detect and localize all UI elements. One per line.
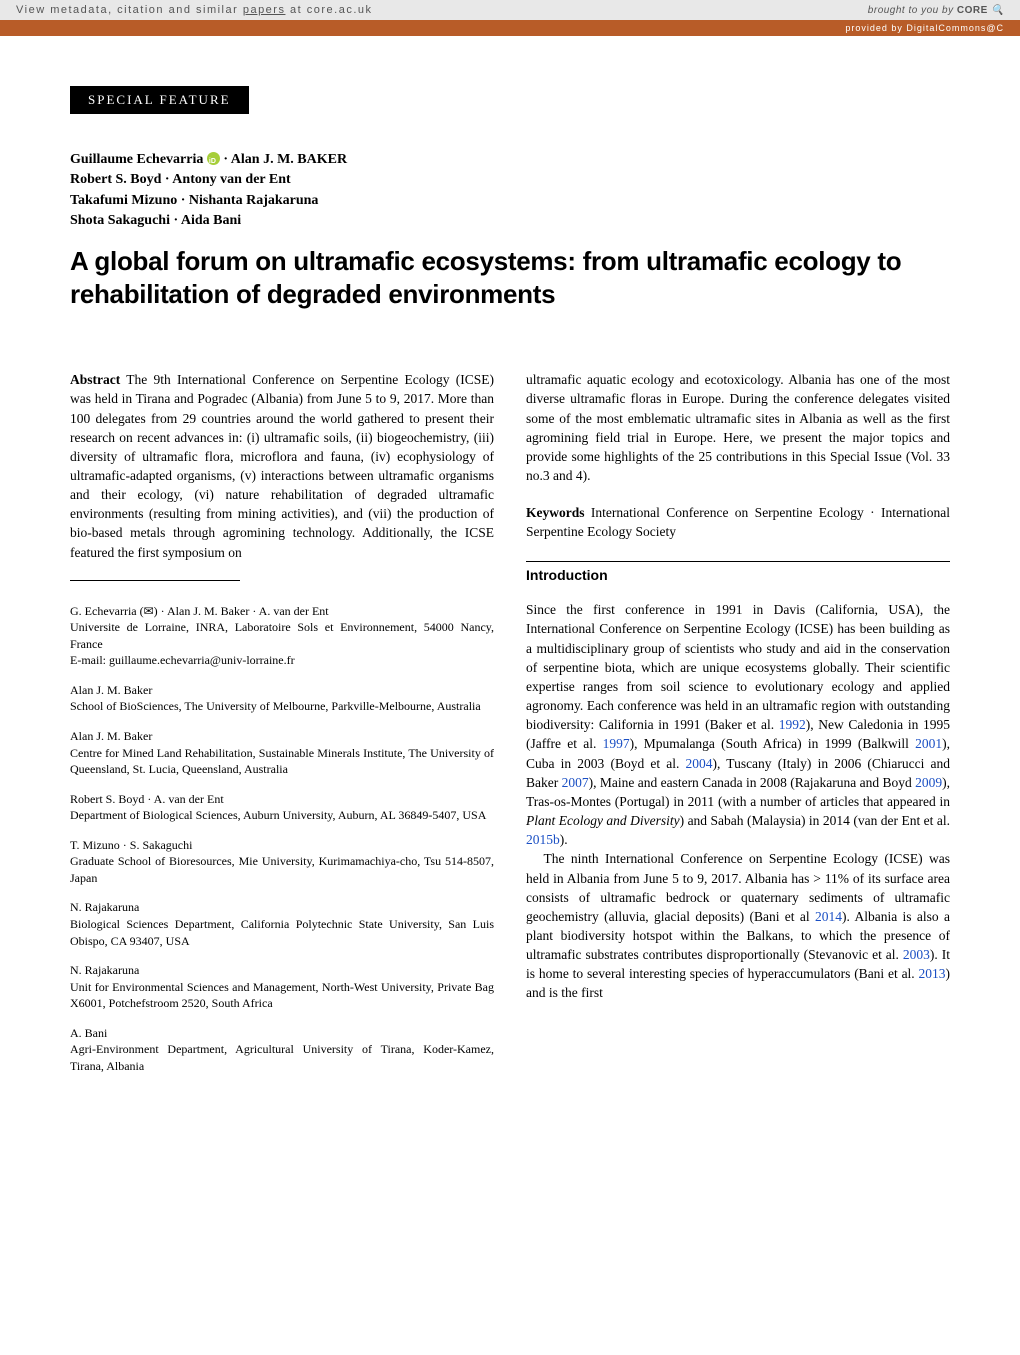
author-line3: Takafumi Mizuno · Nishanta Rajakaruna	[70, 193, 318, 208]
provided-by-text: provided by DigitalCommons@C	[845, 23, 1004, 33]
affil-6-name: N. Rajakaruna	[70, 899, 494, 916]
affil-3-addr: Centre for Mined Land Rehabilitation, Su…	[70, 745, 494, 778]
author-list: Guillaume Echevarria · Alan J. M. BAKER …	[70, 150, 950, 231]
keywords-label: Keywords	[526, 505, 585, 520]
affil-5-addr: Graduate School of Bioresources, Mie Uni…	[70, 853, 494, 886]
affil-2-addr: School of BioSciences, The University of…	[70, 698, 494, 715]
core-banner-left: View metadata, citation and similar pape…	[16, 4, 373, 16]
article-title: A global forum on ultramafic ecosystems:…	[70, 245, 950, 310]
affil-2: Alan J. M. Baker School of BioSciences, …	[70, 682, 494, 715]
affil-1: G. Echevarria (✉) · Alan J. M. Baker · A…	[70, 603, 494, 669]
affil-4: Robert S. Boyd · A. van der Ent Departme…	[70, 791, 494, 824]
affil-8-name: A. Bani	[70, 1025, 494, 1042]
intro-paragraph-1: Since the first conference in 1991 in Da…	[526, 600, 950, 849]
intro-p1-f: ), Maine and eastern Canada in 2008 (Raj…	[589, 775, 916, 790]
intro-p1-i: ).	[560, 832, 568, 847]
journal-name-italic: Plant Ecology and Diversity	[526, 813, 680, 828]
cite-2009[interactable]: 2009	[915, 775, 942, 790]
affil-8-addr: Agri-Environment Department, Agricultura…	[70, 1041, 494, 1074]
intro-p1-c: ), Mpumalanga (South Africa) in 1999 (Ba…	[630, 736, 916, 751]
keywords-paragraph: Keywords International Conference on Ser…	[526, 503, 950, 541]
special-feature-label: SPECIAL FEATURE	[70, 86, 249, 114]
affil-3: Alan J. M. Baker Centre for Mined Land R…	[70, 728, 494, 778]
affil-1-email: E-mail: guillaume.echevarria@univ-lorrai…	[70, 652, 494, 669]
core-logo: CORE	[957, 5, 988, 16]
cite-2007[interactable]: 2007	[562, 775, 589, 790]
core-right-prefix: brought to you by	[868, 5, 957, 16]
affil-1-addr: Universite de Lorraine, INRA, Laboratoir…	[70, 619, 494, 652]
author-line4: Shota Sakaguchi · Aida Bani	[70, 213, 241, 228]
cite-2004[interactable]: 2004	[686, 756, 713, 771]
intro-paragraph-2: The ninth International Conference on Se…	[526, 849, 950, 1002]
affiliation-rule	[70, 580, 240, 581]
page-content: SPECIAL FEATURE Guillaume Echevarria · A…	[0, 36, 1020, 1127]
affil-7-name: N. Rajakaruna	[70, 962, 494, 979]
affil-6: N. Rajakaruna Biological Sciences Depart…	[70, 899, 494, 949]
core-banner-right: brought to you by CORE 🔍	[868, 5, 1004, 16]
abstract-paragraph: Abstract The 9th International Conferenc…	[70, 370, 494, 562]
abstract-text: The 9th International Conference on Serp…	[70, 372, 494, 559]
author-echevarria: Guillaume Echevarria	[70, 152, 203, 167]
author-line2: Robert S. Boyd · Antony van der Ent	[70, 172, 291, 187]
core-left-prefix: View metadata, citation and similar	[16, 4, 243, 16]
cite-2003[interactable]: 2003	[903, 947, 930, 962]
cite-2001[interactable]: 2001	[915, 736, 942, 751]
cite-2014[interactable]: 2014	[815, 909, 842, 924]
cite-1997[interactable]: 1997	[603, 736, 630, 751]
two-column-body: Abstract The 9th International Conferenc…	[70, 370, 950, 1087]
cite-1992[interactable]: 1992	[779, 717, 806, 732]
affil-6-addr: Biological Sciences Department, Californ…	[70, 916, 494, 949]
affil-7-addr: Unit for Environmental Sciences and Mana…	[70, 979, 494, 1012]
affil-1-name: G. Echevarria (✉) · Alan J. M. Baker · A…	[70, 603, 494, 620]
affil-5-name: T. Mizuno · S. Sakaguchi	[70, 837, 494, 854]
core-search-icon: 🔍	[991, 5, 1004, 16]
core-banner: View metadata, citation and similar pape…	[0, 0, 1020, 20]
abstract-continuation: ultramafic aquatic ecology and ecotoxico…	[526, 370, 950, 485]
introduction-heading: Introduction	[526, 561, 950, 586]
affil-4-addr: Department of Biological Sciences, Aubur…	[70, 807, 494, 824]
affil-8: A. Bani Agri-Environment Department, Agr…	[70, 1025, 494, 1075]
keywords-text: International Conference on Serpentine E…	[526, 505, 950, 539]
affil-5: T. Mizuno · S. Sakaguchi Graduate School…	[70, 837, 494, 887]
orcid-icon[interactable]	[207, 152, 220, 165]
core-papers-link[interactable]: papers	[243, 4, 286, 16]
core-left-suffix: at core.ac.uk	[285, 4, 372, 16]
provided-by-bar: provided by DigitalCommons@C	[0, 20, 1020, 36]
affil-2-name: Alan J. M. Baker	[70, 682, 494, 699]
intro-p1-h: ) and Sabah (Malaysia) in 2014 (van der …	[680, 813, 950, 828]
intro-p1-a: Since the first conference in 1991 in Da…	[526, 602, 950, 732]
affiliation-block: G. Echevarria (✉) · Alan J. M. Baker · A…	[70, 603, 494, 1075]
abstract-label: Abstract	[70, 372, 120, 387]
left-column: Abstract The 9th International Conferenc…	[70, 370, 494, 1087]
cite-2013[interactable]: 2013	[919, 966, 946, 981]
affil-7: N. Rajakaruna Unit for Environmental Sci…	[70, 962, 494, 1012]
right-column: ultramafic aquatic ecology and ecotoxico…	[526, 370, 950, 1087]
author-separator: ·	[223, 152, 230, 167]
author-baker: Alan J. M. BAKER	[231, 152, 347, 167]
affil-3-name: Alan J. M. Baker	[70, 728, 494, 745]
affil-4-name: Robert S. Boyd · A. van der Ent	[70, 791, 494, 808]
cite-2015b[interactable]: 2015b	[526, 832, 560, 847]
